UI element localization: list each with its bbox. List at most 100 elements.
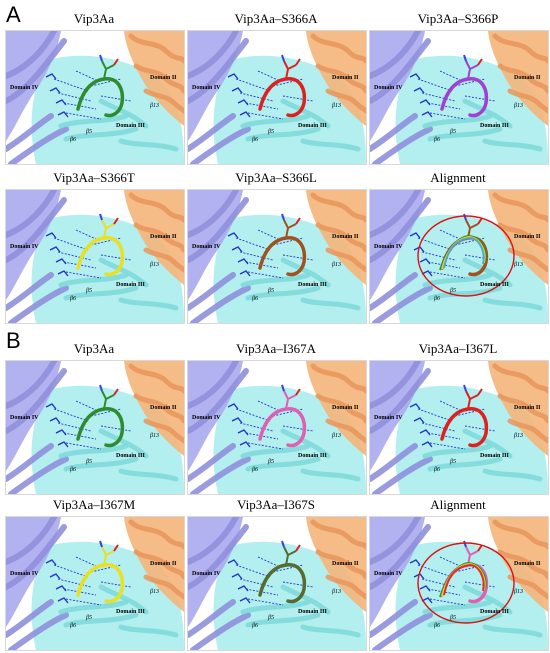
domain-iii-strand xyxy=(63,612,139,628)
domain-ii-helix xyxy=(492,192,548,223)
domain-iv-ribbon xyxy=(190,285,251,323)
domain-iii-strand xyxy=(300,138,361,152)
contact-residue xyxy=(231,417,243,424)
hydrogen-bond xyxy=(247,442,284,450)
domain-iii-strand xyxy=(58,599,129,615)
mutated-loop xyxy=(258,563,307,604)
label-beta6: β6 xyxy=(251,623,258,629)
label-domain-iii: Domain III xyxy=(480,123,510,129)
structure-image: Domain IV Domain II Domain III β6 β5 β13 xyxy=(370,517,548,650)
domain-ii-helix xyxy=(492,363,548,394)
contact-residue xyxy=(237,429,249,436)
contact-residue xyxy=(227,559,239,566)
hydrogen-bond xyxy=(100,581,132,588)
domain-iv-ribbon xyxy=(6,190,57,238)
oxygen-atom xyxy=(113,544,119,552)
domain-iv-ribbon xyxy=(370,190,421,238)
domain-iv-ribbon xyxy=(188,368,249,434)
domain-iii-strand xyxy=(245,456,321,472)
hydrogen-bond xyxy=(53,78,89,92)
label-domain-iv: Domain IV xyxy=(10,85,39,91)
hydrogen-bond xyxy=(53,237,89,251)
domain-ii-helix xyxy=(492,519,548,550)
domain-ii-helix xyxy=(310,33,366,64)
domain-iv-ribbon xyxy=(188,443,236,482)
domain-ii-helix xyxy=(497,393,548,424)
contact-residue xyxy=(227,73,239,80)
domain-iv-ribbon xyxy=(8,126,69,164)
domain-iii-strand xyxy=(240,113,311,129)
label-domain-iv: Domain IV xyxy=(374,85,403,91)
hydrogen-bond xyxy=(429,112,466,120)
oxygen-atom xyxy=(295,58,301,66)
label-beta13: β13 xyxy=(149,262,159,268)
label-domain-iii: Domain III xyxy=(298,453,328,459)
hydrogen-bond xyxy=(57,92,92,102)
hydrogen-bond xyxy=(75,70,99,82)
domain-iii-strand xyxy=(240,443,311,459)
domain-ii-helix xyxy=(143,247,184,273)
structure-panel: Vip3Aa–I367M Domain IV Domain II Domain III… xyxy=(5,496,185,651)
domain-iii-strand xyxy=(300,468,361,482)
label-beta5: β5 xyxy=(267,288,274,294)
domain-iii-strand xyxy=(240,272,311,288)
contact-residue xyxy=(45,403,57,410)
label-domain-ii: Domain II xyxy=(332,561,359,567)
panel-image: Domain IV Domain II Domain III β6 β5 β13 xyxy=(5,516,185,651)
nitrogen-atom xyxy=(463,540,467,548)
domain-ii-helix xyxy=(143,88,184,114)
hydrogen-bond xyxy=(257,70,281,82)
domain-iii-strand xyxy=(58,272,129,288)
hydrogen-bond xyxy=(417,408,453,422)
domain-iv-ribbon xyxy=(6,272,54,311)
domain-iv-ribbon xyxy=(370,361,421,409)
contact-residue xyxy=(237,585,249,592)
hydrogen-bond xyxy=(421,92,456,102)
hydrogen-bond xyxy=(235,408,271,422)
contact-residue xyxy=(231,246,243,253)
panel-image: Domain IV Domain II Domain III β6 β5 β13 xyxy=(187,360,367,495)
domain-iii-strand xyxy=(462,428,513,459)
hydrogen-bond xyxy=(235,78,271,92)
structure-image: Domain IV Domain II Domain III β6 β5 β13 xyxy=(6,190,184,323)
domain-iii-strand xyxy=(462,98,513,129)
hydrogen-bond xyxy=(53,408,89,422)
structure-image: Domain IV Domain II Domain III β6 β5 β13 xyxy=(188,190,366,323)
hydrogen-bond xyxy=(417,78,453,92)
domain-iv-ribbon xyxy=(8,456,69,494)
contact-residue xyxy=(231,573,243,580)
label-domain-iv: Domain IV xyxy=(192,415,221,421)
domain-ii-helix xyxy=(497,222,548,253)
hydrogen-bond xyxy=(427,588,461,596)
contact-residue xyxy=(49,246,61,253)
domain-iv-ribbon xyxy=(188,524,249,590)
hydrogen-bond xyxy=(429,442,466,450)
label-domain-iv: Domain IV xyxy=(192,571,221,577)
panel-title: Alignment xyxy=(430,497,486,512)
contact-residue xyxy=(227,403,239,410)
oxygen-atom xyxy=(113,388,119,396)
hydrogen-bond xyxy=(282,581,314,588)
domain-iii-strand xyxy=(118,468,179,482)
label-beta13: β13 xyxy=(513,433,523,439)
domain-ii-helix xyxy=(497,549,548,580)
domain-iii-strand xyxy=(482,468,543,482)
structure-panel: Vip3Aa–S366A Domain IV Domain II Domain III… xyxy=(187,10,367,165)
domain-iii-strand xyxy=(462,584,513,615)
mutated-loop xyxy=(76,236,125,277)
domain-ii-helix xyxy=(497,63,548,94)
domain-iii-strand xyxy=(98,257,149,288)
label-domain-iv: Domain IV xyxy=(192,85,221,91)
hydrogen-bond xyxy=(247,112,284,120)
domain-iii-strand xyxy=(427,126,503,142)
domain-iii-strand xyxy=(58,443,129,459)
side-chain xyxy=(101,60,115,80)
panel-image: Domain IV Domain II Domain III β6 β5 β13 xyxy=(369,516,549,651)
nitrogen-atom xyxy=(281,384,285,392)
label-domain-iv: Domain IV xyxy=(10,571,39,577)
aligned-loop xyxy=(443,236,485,269)
oxygen-atom xyxy=(295,544,301,552)
domain-iv-ribbon xyxy=(370,113,418,152)
label-beta6: β6 xyxy=(433,137,440,143)
panel-image: Domain IV Domain II Domain III β6 β5 β13 xyxy=(369,360,549,495)
